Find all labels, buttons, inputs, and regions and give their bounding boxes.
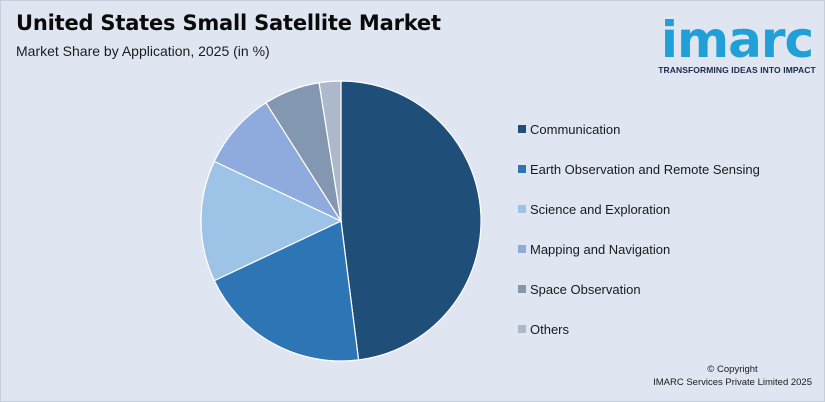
legend-label: Communication (530, 121, 621, 137)
legend-swatch (518, 205, 526, 213)
pie-slice-earth-observation-and-remote-sensing (213, 220, 360, 362)
imarc-logo: imarc TRANSFORMING IDEAS INTO IMPACT (657, 9, 817, 79)
legend-item: Mapping and Navigation (518, 239, 760, 259)
legend-item: Communication (518, 119, 760, 139)
chart-title: United States Small Satellite Market (16, 11, 441, 35)
legend-label: Science and Exploration (530, 201, 671, 217)
chart-legend: Communication Earth Observation and Remot… (518, 119, 760, 359)
legend-swatch (518, 285, 526, 293)
legend-label: Others (530, 321, 570, 337)
legend-item: Space Observation (518, 279, 760, 299)
legend-swatch (518, 325, 526, 333)
legend-item: Science and Exploration (518, 199, 760, 219)
legend-swatch (518, 165, 526, 173)
legend-swatch (518, 245, 526, 253)
copyright-notice: © Copyright IMARC Services Private Limit… (653, 363, 812, 389)
pie-slice-mapping-and-navigation (213, 101, 343, 223)
legend-label: Mapping and Navigation (530, 241, 671, 257)
legend-swatch (518, 125, 526, 133)
copyright-line-2: IMARC Services Private Limited 2025 (653, 377, 812, 388)
pie-slice-communication (340, 80, 482, 361)
copyright-line-1: © Copyright (707, 364, 758, 375)
pie-slice-science-and-exploration (200, 160, 343, 282)
legend-label: Space Observation (530, 281, 641, 297)
logo-tagline: TRANSFORMING IDEAS INTO IMPACT (658, 65, 816, 75)
legend-label: Earth Observation and Remote Sensing (530, 161, 760, 177)
pie-chart (200, 80, 482, 362)
legend-item: Earth Observation and Remote Sensing (518, 159, 760, 179)
pie-slice-others (318, 80, 342, 222)
chart-subtitle: Market Share by Application, 2025 (in %) (16, 43, 270, 59)
logo-wordmark: imarc (660, 11, 814, 69)
legend-item: Others (518, 319, 760, 339)
